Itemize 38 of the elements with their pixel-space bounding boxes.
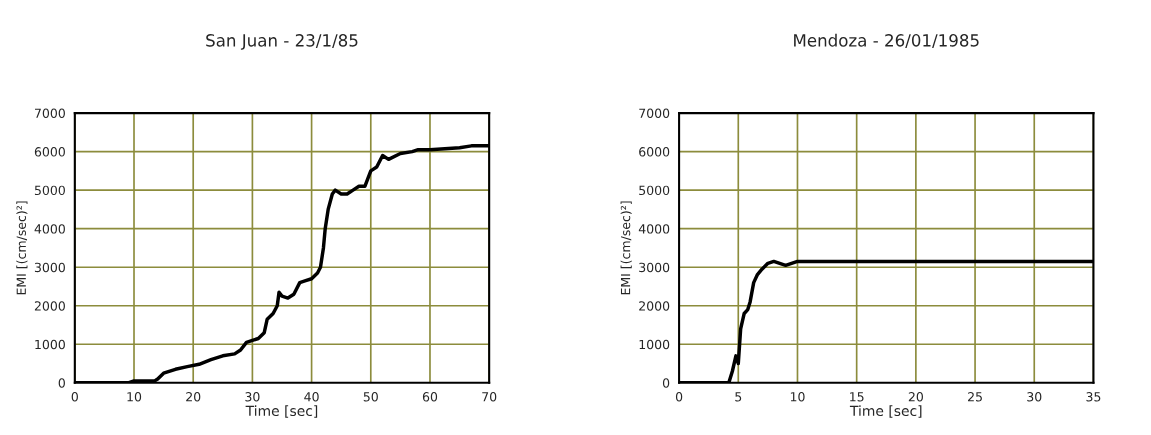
y-tick-label: 5000 xyxy=(639,185,670,196)
x-tick-label: 25 xyxy=(968,392,982,402)
x-tick-label: 30 xyxy=(245,392,260,402)
x-tick-label: 60 xyxy=(422,392,438,402)
y-tick-label: 5000 xyxy=(34,185,65,196)
x-tick-label: 30 xyxy=(1027,392,1042,402)
x-tick-label: 40 xyxy=(304,392,319,402)
x-tick-label: 20 xyxy=(908,392,923,402)
x-axis-title: Time [sec] xyxy=(849,405,922,418)
y-tick-label: 3000 xyxy=(34,262,65,273)
x-tick-label: 20 xyxy=(186,392,201,402)
y-tick-label: 1000 xyxy=(35,339,65,350)
x-tick-label: 0 xyxy=(71,392,78,402)
x-axis-title: Time [sec] xyxy=(245,405,318,418)
y-axis-title: EMI [(cm/sec)²] xyxy=(620,201,632,295)
x-tick-label: 10 xyxy=(790,392,805,402)
y-tick-label: 4000 xyxy=(638,224,670,234)
y-axis-title: EMI [(cm/sec)²] xyxy=(16,201,28,295)
y-tick-label: 6000 xyxy=(639,147,670,157)
y-tick-label: 7000 xyxy=(639,108,670,119)
y-tick-label: 0 xyxy=(58,378,65,388)
x-tick-label: 0 xyxy=(675,392,683,402)
y-tick-label: 4000 xyxy=(34,224,65,234)
x-tick-label: 5 xyxy=(735,392,742,402)
y-tick-label: 0 xyxy=(662,378,670,388)
y-tick-label: 3000 xyxy=(639,262,670,273)
chart-title: San Juan - 23/1/85 xyxy=(206,34,358,50)
x-tick-label: 50 xyxy=(363,392,378,402)
y-tick-label: 7000 xyxy=(35,108,65,119)
y-tick-label: 1000 xyxy=(639,339,670,350)
x-tick-label: 10 xyxy=(127,392,142,402)
chart-title: Mendoza - 26/01/1985 xyxy=(794,33,979,48)
x-tick-label: 15 xyxy=(850,392,864,402)
x-tick-label: 35 xyxy=(1086,392,1101,402)
y-tick-label: 2000 xyxy=(639,301,670,311)
y-tick-label: 6000 xyxy=(34,147,65,157)
y-tick-label: 2000 xyxy=(34,301,65,311)
x-tick-label: 70 xyxy=(482,392,497,402)
